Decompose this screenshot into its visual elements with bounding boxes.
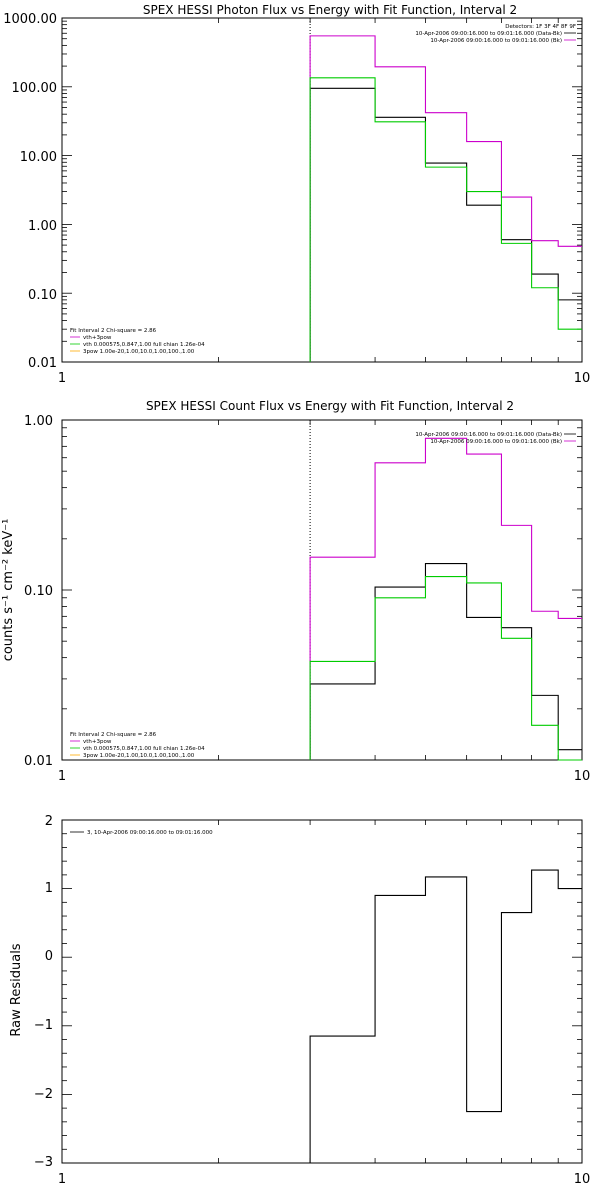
fit-legend: Fit Interval 2 Chi-square = 2.86 vth+3po… — [70, 328, 205, 355]
bk-interval-text: 10-Apr-2006 09:00:16.000 to 09:01:16.000… — [430, 38, 562, 44]
residual-legend: 3, 10-Apr-2006 09:00:16.000 to 09:01:16.… — [70, 830, 213, 836]
x-tick-label: 10 — [574, 1172, 591, 1187]
plot-frame — [61, 17, 583, 363]
panel-residuals: Raw Residuals 1 10 2 1 0 −1 −2 −3 3, 10-… — [9, 814, 590, 1187]
panel-photon-flux: SPEX HESSI Photon Flux vs Energy with Fi… — [3, 3, 590, 386]
legend-item-label: vth 0.000575,0.847,1.00 full chian 1.26e… — [83, 342, 205, 348]
info-text: Detectors: 1F 3F 4F 8F 9F 10-Apr-2006 09… — [415, 24, 576, 44]
x-tick-labels: 1 10 — [58, 371, 590, 386]
series-line — [309, 35, 582, 362]
plot-marks — [62, 17, 582, 363]
legend-item-label: vth+3pow — [83, 739, 112, 745]
series-line — [309, 87, 582, 362]
y-tick-label: 2 — [45, 814, 53, 829]
y-tick-label: 0 — [45, 949, 53, 964]
legend-item-label: 3pow 1.00e-20,1.00,10.0,1.00,100.,1.00 — [83, 753, 195, 759]
y-tick-labels: 2 1 0 −1 −2 −3 — [34, 814, 53, 1170]
x-tick-label: 1 — [58, 371, 66, 386]
legend-item-label: vth+3pow — [83, 335, 112, 341]
y-tick-label: 0.01 — [28, 356, 57, 371]
chart-title: SPEX HESSI Photon Flux vs Energy with Fi… — [143, 3, 517, 17]
plot-marks — [62, 819, 582, 1164]
y-tick-labels: 1.00 0.10 0.01 — [24, 414, 53, 769]
y-axis-label: counts s⁻¹ cm⁻² keV⁻¹ — [1, 519, 16, 662]
x-tick-label: 10 — [574, 769, 591, 784]
legend-header: Fit Interval 2 Chi-square = 2.86 — [70, 328, 157, 334]
x-tick-label: 1 — [58, 769, 66, 784]
legend-item-label: 3, 10-Apr-2006 09:00:16.000 to 09:01:16.… — [87, 830, 213, 836]
y-axis-label: Raw Residuals — [9, 943, 24, 1036]
plot-marks — [62, 419, 582, 761]
y-tick-label: 1 — [45, 881, 53, 896]
y-tick-label: −2 — [34, 1087, 53, 1102]
y-tick-label: 1.00 — [28, 219, 57, 234]
legend-header: Fit Interval 2 Chi-square = 2.86 — [70, 732, 157, 738]
panel-count-flux: SPEX HESSI Count Flux vs Energy with Fit… — [1, 399, 590, 784]
y-tick-label: 1.00 — [24, 414, 53, 429]
chart-title: SPEX HESSI Count Flux vs Energy with Fit… — [146, 399, 514, 413]
series-line — [309, 77, 582, 362]
bk-interval-text: 10-Apr-2006 09:00:16.000 to 09:01:16.000… — [430, 439, 562, 445]
y-tick-label: −1 — [34, 1018, 53, 1033]
detectors-text: Detectors: 1F 3F 4F 8F 9F — [505, 24, 576, 30]
y-tick-label: 0.10 — [24, 584, 53, 599]
series-line — [309, 869, 582, 1163]
y-tick-label: 0.10 — [28, 288, 57, 303]
y-tick-label: 100.00 — [12, 81, 58, 96]
x-tick-label: 1 — [58, 1172, 66, 1187]
legend-item-label: 3pow 1.00e-20,1.00,10.0,1.00,100.,1.00 — [83, 349, 195, 355]
plot-frame — [61, 819, 583, 1164]
series-line — [309, 437, 582, 760]
legend-item-label: vth 0.000575,0.847,1.00 full chian 1.26e… — [83, 746, 205, 752]
y-tick-label: 10.00 — [20, 150, 57, 165]
info-text: 10-Apr-2006 09:00:16.000 to 09:01:16.000… — [415, 432, 576, 445]
y-tick-label: 0.01 — [24, 754, 53, 769]
y-tick-label: −3 — [34, 1155, 53, 1170]
y-tick-label: 1000.00 — [3, 12, 57, 27]
fit-legend: Fit Interval 2 Chi-square = 2.86 vth+3po… — [70, 732, 205, 759]
x-tick-labels: 1 10 — [58, 769, 590, 784]
x-tick-label: 10 — [574, 371, 591, 386]
x-tick-labels: 1 10 — [58, 1172, 590, 1187]
data-interval-text: 10-Apr-2006 09:00:16.000 to 09:01:16.000… — [415, 432, 562, 438]
plot-frame — [61, 419, 583, 761]
y-tick-labels: 1000.00 100.00 10.00 1.00 0.10 0.01 — [3, 12, 57, 371]
data-interval-text: 10-Apr-2006 09:00:16.000 to 09:01:16.000… — [415, 31, 562, 37]
series-line — [309, 575, 582, 761]
